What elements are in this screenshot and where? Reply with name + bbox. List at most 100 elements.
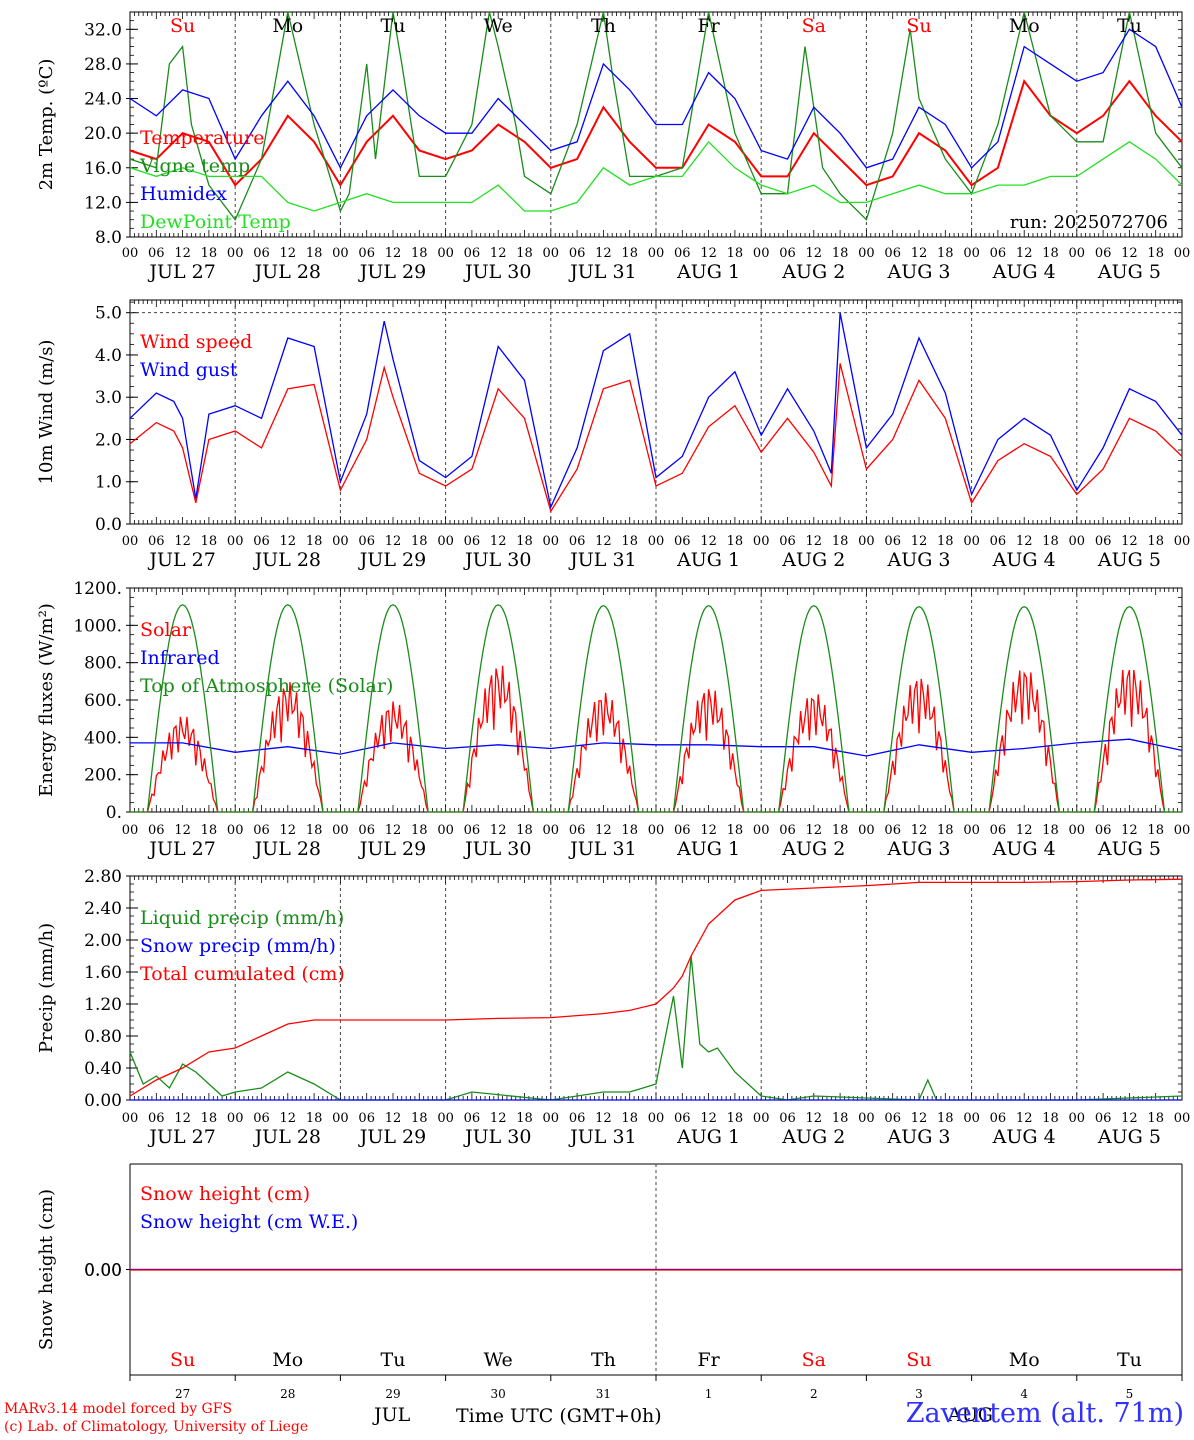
date-label: AUG 1 [676, 838, 740, 860]
legend-entry: Wind gust [140, 359, 238, 381]
y-tick-label: 1.60 [84, 963, 122, 983]
hour-tick-label: 18 [516, 534, 533, 549]
hour-tick-label: 06 [1095, 534, 1112, 549]
day-of-week-label: Th [591, 1349, 616, 1371]
hour-tick-label: 06 [148, 246, 165, 261]
date-label: AUG 3 [886, 261, 950, 283]
day-number-label: 29 [385, 1387, 400, 1401]
series-line-dewpoint-temp [129, 140, 1183, 212]
hour-tick-label: 00 [437, 1111, 454, 1126]
date-label: AUG 4 [992, 1126, 1056, 1148]
hour-tick-label: 12 [700, 1111, 717, 1126]
panel-frame [129, 299, 1183, 525]
hour-tick-label: 18 [201, 1111, 218, 1126]
hour-tick-label: 18 [201, 823, 218, 838]
date-label: JUL 28 [253, 549, 321, 571]
hour-tick-label: 00 [648, 534, 665, 549]
hour-tick-label: 00 [1174, 246, 1191, 261]
day-number-label: 27 [175, 1387, 190, 1401]
hour-tick-label: 18 [621, 534, 638, 549]
hour-tick-label: 12 [1016, 823, 1033, 838]
hour-tick-label: 18 [201, 534, 218, 549]
hour-tick-label: 12 [1121, 534, 1138, 549]
hour-tick-label: 06 [464, 534, 481, 549]
hour-tick-label: 00 [122, 1111, 139, 1126]
legend-entry: Total cumulated (cm) [140, 963, 345, 985]
date-label: AUG 1 [676, 549, 740, 571]
hour-tick-label: 12 [911, 534, 928, 549]
hour-tick-label: 06 [674, 246, 691, 261]
hour-tick-label: 18 [832, 1111, 849, 1126]
date-label: AUG 4 [992, 549, 1056, 571]
hour-tick-label: 18 [306, 246, 323, 261]
hour-tick-label: 06 [464, 1111, 481, 1126]
hour-tick-label: 00 [648, 246, 665, 261]
date-label: JUL 31 [568, 549, 636, 571]
hour-tick-label: 18 [516, 823, 533, 838]
hour-tick-label: 00 [437, 246, 454, 261]
series-line-humidex [129, 28, 1183, 170]
y-tick-label: 16.0 [84, 159, 122, 179]
hour-tick-label: 00 [1069, 246, 1086, 261]
hour-tick-label: 12 [1016, 1111, 1033, 1126]
hour-tick-label: 00 [963, 1111, 980, 1126]
hour-tick-label: 12 [1016, 246, 1033, 261]
hour-tick-label: 12 [490, 246, 507, 261]
hour-tick-label: 00 [437, 823, 454, 838]
hour-tick-label: 12 [174, 246, 191, 261]
hour-tick-label: 00 [543, 246, 560, 261]
date-label: JUL 27 [147, 838, 215, 860]
hour-tick-label: 18 [306, 534, 323, 549]
day-of-week-label: We [484, 1349, 513, 1371]
y-tick-label: 0. [106, 803, 122, 823]
y-axis-label: Energy fluxes (W/m²) [36, 603, 57, 797]
station-name: Zaventem (alt. 71m) [905, 1398, 1184, 1429]
hour-tick-label: 00 [1069, 1111, 1086, 1126]
day-number-label: 2 [810, 1387, 818, 1401]
hour-tick-label: 06 [674, 1111, 691, 1126]
hour-tick-label: 12 [595, 534, 612, 549]
hour-tick-label: 00 [648, 823, 665, 838]
legend-entry: Solar [140, 619, 192, 641]
hour-tick-label: 06 [779, 823, 796, 838]
hour-tick-label: 06 [358, 823, 375, 838]
hour-tick-label: 06 [358, 1111, 375, 1126]
y-tick-label: 32.0 [84, 20, 122, 40]
date-label: AUG 1 [676, 1126, 740, 1148]
hour-tick-label: 00 [332, 823, 349, 838]
panel-3: 00 06 12 18 00 06 12 18 00 06 12 18 00 06 12 18 00 06 12 18… [36, 579, 1190, 860]
hour-tick-label: 00 [858, 823, 875, 838]
hour-tick-label: 06 [569, 246, 586, 261]
date-label: JUL 30 [463, 261, 531, 283]
lab-credit: (c) Lab. of Climatology, University of L… [4, 1419, 309, 1435]
hour-tick-label: 18 [832, 534, 849, 549]
hour-tick-label: 00 [648, 1111, 665, 1126]
day-of-week-label: Fr [697, 1349, 720, 1371]
hour-tick-label: 12 [385, 534, 402, 549]
hour-tick-label: 06 [253, 1111, 270, 1126]
y-tick-label: 2.0 [95, 430, 122, 450]
hour-tick-label: 12 [911, 1111, 928, 1126]
day-number-label: 1 [705, 1387, 713, 1401]
hour-tick-label: 00 [753, 246, 770, 261]
hour-tick-label: 12 [280, 823, 297, 838]
hour-tick-label: 00 [753, 534, 770, 549]
hour-tick-label: 18 [727, 1111, 744, 1126]
hour-tick-label: 18 [201, 246, 218, 261]
date-label: AUG 4 [992, 838, 1056, 860]
hour-tick-label: 00 [122, 246, 139, 261]
y-axis-label: 2m Temp. (ºC) [36, 59, 57, 191]
panel-2: 00 06 12 18 00 06 12 18 00 06 12 18 00 06 12 18 00 06 12 18… [36, 299, 1190, 571]
legend-entry: Snow height (cm W.E.) [140, 1211, 358, 1233]
y-tick-label: 5.0 [95, 304, 122, 324]
date-label: JUL 27 [147, 549, 215, 571]
model-credit: MARv3.14 model forced by GFS [4, 1401, 233, 1417]
panel-1: 00 06 12 18 00 06 12 18 00 06 12 18 00 06 12 18 00 06 12 18… [36, 11, 1191, 283]
day-of-week-label: Tu [381, 15, 406, 37]
hour-tick-label: 00 [1069, 534, 1086, 549]
y-tick-label: 1000. [73, 616, 122, 636]
y-tick-label: 0.80 [84, 1027, 122, 1047]
hour-tick-label: 00 [332, 534, 349, 549]
hour-tick-label: 18 [1147, 534, 1164, 549]
date-label: JUL 28 [253, 261, 321, 283]
